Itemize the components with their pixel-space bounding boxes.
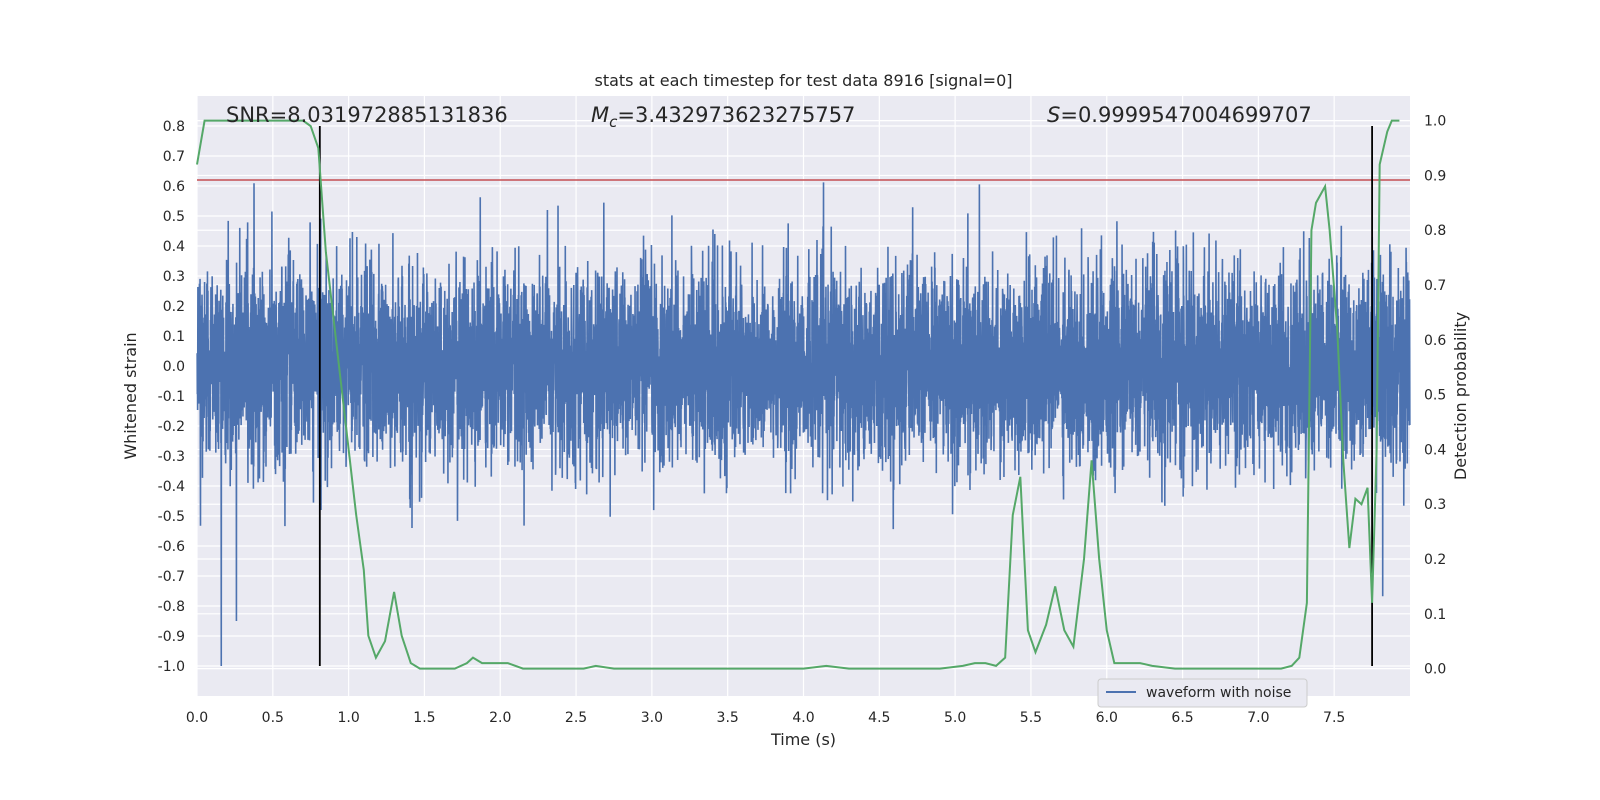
x-tick-label: 1.5 xyxy=(413,710,435,726)
mc-subscript: c xyxy=(609,113,618,131)
y-tick-label: -0.3 xyxy=(158,449,185,465)
y-tick-label: 0.6 xyxy=(163,179,185,195)
y2-tick-label: 0.3 xyxy=(1424,497,1446,513)
y-tick-label: 0.4 xyxy=(163,239,185,255)
y2-tick-label: 0.5 xyxy=(1424,388,1446,404)
x-tick-label: 5.0 xyxy=(944,710,966,726)
y-tick-label: 0.7 xyxy=(163,149,185,165)
waveform-line xyxy=(196,182,1411,667)
y2-tick-label: 0.8 xyxy=(1424,223,1446,239)
y-tick-label: 0.3 xyxy=(163,269,185,285)
x-tick-label: 4.0 xyxy=(792,710,814,726)
y-tick-label: -0.8 xyxy=(158,599,185,615)
x-tick-label: 6.0 xyxy=(1096,710,1118,726)
x-tick-label: 6.5 xyxy=(1171,710,1193,726)
x-tick-label: 0.0 xyxy=(186,710,208,726)
y-tick-label: -0.4 xyxy=(158,479,185,495)
x-tick-label: 5.5 xyxy=(1020,710,1042,726)
probability-line xyxy=(196,119,1400,670)
y2-tick-label: 0.1 xyxy=(1424,607,1446,623)
y-axis-ticks: 0.8 0.7 0.6 0.5 0.4 0.3 0.2 0.1 0.0 -0.1 -0.2 -0.3 -… xyxy=(158,119,185,675)
x-tick-label: 7.5 xyxy=(1323,710,1345,726)
y2-tick-label: 0.6 xyxy=(1424,333,1446,349)
y2-tick-label: 0.2 xyxy=(1424,552,1446,568)
mc-symbol: M xyxy=(591,103,609,127)
x-tick-label: 1.0 xyxy=(337,710,359,726)
chart-title: stats at each timestep for test data 891… xyxy=(594,71,1012,90)
y-tick-label: 0.8 xyxy=(163,119,185,135)
x-axis-ticks: 0.0 0.5 1.0 1.5 2.0 2.5 3.0 3.5 4.0 4.5 5.0 5.5 6.0 6… xyxy=(186,710,1345,726)
y-tick-label: 0.2 xyxy=(163,299,185,315)
x-tick-label: 2.0 xyxy=(489,710,511,726)
waveform-series xyxy=(196,182,1411,667)
y-tick-label: -0.6 xyxy=(158,539,185,555)
y-tick-label: 0.0 xyxy=(163,359,185,375)
y2-axis-label: Detection probability xyxy=(1451,312,1470,480)
y-tick-label: -0.7 xyxy=(158,569,185,585)
y-tick-label: -0.1 xyxy=(158,389,185,405)
x-tick-label: 7.0 xyxy=(1247,710,1269,726)
y2-axis-ticks: 1.0 0.9 0.8 0.7 0.6 0.5 0.4 0.3 0.2 0.1 0.0 xyxy=(1424,114,1446,678)
y-tick-label: 0.1 xyxy=(163,329,185,345)
x-tick-label: 0.5 xyxy=(262,710,284,726)
probability-series xyxy=(196,119,1400,670)
y2-tick-label: 0.0 xyxy=(1424,662,1446,678)
y-tick-label: -0.5 xyxy=(158,509,185,525)
s-value: =0.9999547004699707 xyxy=(1060,103,1311,127)
y2-tick-label: 1.0 xyxy=(1424,114,1446,130)
snr-annotation: SNR=8.031972885131836 xyxy=(226,103,508,127)
mc-value: =3.432973623275757 xyxy=(617,103,855,127)
y-tick-label: -1.0 xyxy=(158,659,185,675)
statistic-annotation: S=0.9999547004699707 xyxy=(1047,103,1312,127)
x-tick-label: 3.0 xyxy=(641,710,663,726)
y-tick-label: 0.5 xyxy=(163,209,185,225)
legend: waveform with noise xyxy=(1097,678,1308,708)
x-axis-label: Time (s) xyxy=(770,730,836,749)
y-tick-label: -0.9 xyxy=(158,629,185,645)
x-tick-label: 4.5 xyxy=(868,710,890,726)
y-tick-label: -0.2 xyxy=(158,419,185,435)
y2-tick-label: 0.4 xyxy=(1424,442,1446,458)
y2-tick-label: 0.9 xyxy=(1424,168,1446,184)
y-axis-label: Whitened strain xyxy=(121,332,140,459)
y2-tick-label: 0.7 xyxy=(1424,278,1446,294)
x-tick-label: 2.5 xyxy=(565,710,587,726)
x-tick-label: 3.5 xyxy=(717,710,739,726)
chirp-mass-annotation: Mc=3.432973623275757 xyxy=(591,103,855,131)
legend-box xyxy=(1097,678,1308,708)
legend-label-waveform: waveform with noise xyxy=(1146,685,1291,701)
s-symbol: S xyxy=(1047,103,1060,127)
